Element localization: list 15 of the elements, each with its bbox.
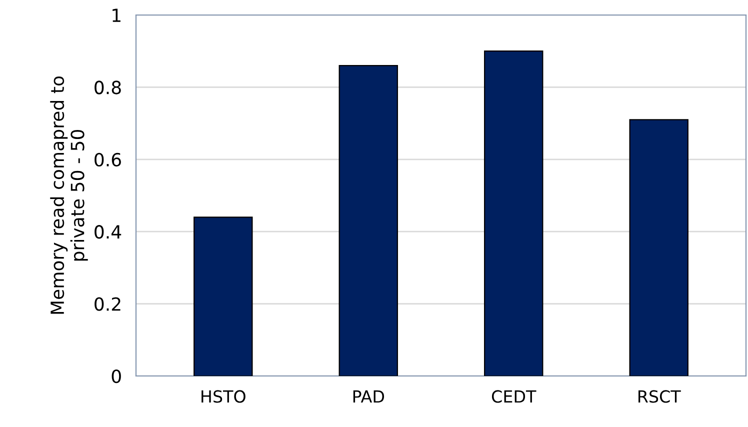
bar xyxy=(629,119,688,376)
x-tick-label: PAD xyxy=(353,390,384,403)
y-tick-label: 1 xyxy=(112,8,120,22)
bar xyxy=(484,50,544,376)
bar xyxy=(194,216,253,376)
y-tick-label: 0.8 xyxy=(94,80,121,94)
y-tick-label: 0.6 xyxy=(94,152,121,167)
x-tick-label: HSTO xyxy=(202,390,246,403)
y-axis-title: Memory read comapred to private 50 - 50 xyxy=(50,76,88,314)
y-tick-label: 0 xyxy=(112,369,121,384)
y-tick-label: 0.2 xyxy=(94,297,120,311)
x-tick-label: CEDT xyxy=(492,390,536,403)
x-tick-label: RSCT xyxy=(638,390,681,403)
bar xyxy=(338,64,398,376)
y-tick-label: 0.4 xyxy=(94,225,122,239)
